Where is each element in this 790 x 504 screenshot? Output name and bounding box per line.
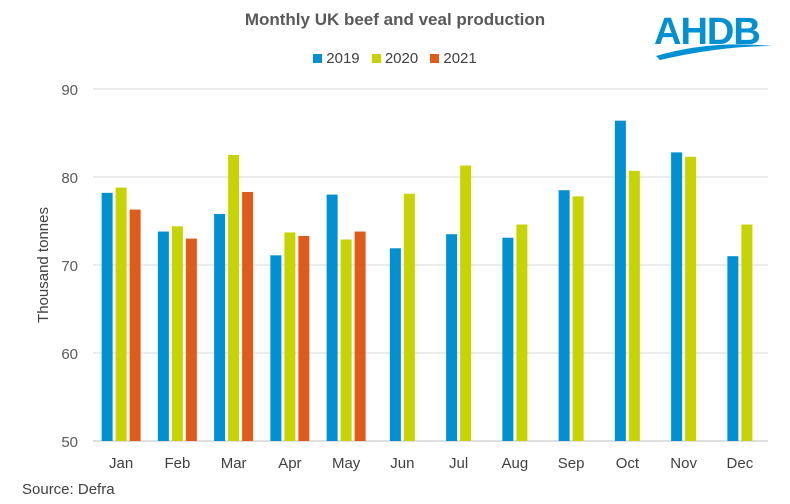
bar-2019-Jul (446, 234, 458, 441)
bar-2020-Feb (171, 226, 183, 441)
legend-item-2021: 2021 (430, 50, 477, 67)
ahdb-logo: AHDB (650, 6, 780, 66)
bar-2020-Dec (741, 224, 753, 441)
x-tick-label: Aug (502, 455, 529, 472)
bar-2021-Feb (185, 238, 197, 441)
y-tick-label: 50 (61, 434, 78, 451)
bar-2019-Nov (671, 152, 683, 442)
bar-2020-Oct (628, 170, 640, 441)
y-tick-label: 80 (61, 170, 78, 187)
x-tick-label: May (332, 455, 361, 472)
x-tick-label: Sep (558, 455, 585, 472)
bar-2020-Mar (228, 155, 240, 441)
y-tick-label: 60 (61, 346, 78, 363)
x-tick-label: Jun (390, 455, 414, 472)
y-tick-label: 90 (61, 82, 78, 99)
bar-2019-Oct (614, 120, 626, 442)
bar-2020-Nov (685, 156, 697, 441)
legend-label: 2021 (443, 50, 477, 67)
chart-title: Monthly UK beef and veal production (244, 10, 546, 29)
bar-2019-Dec (727, 256, 739, 441)
bar-2021-Mar (242, 191, 254, 441)
bar-2021-May (354, 231, 366, 441)
bar-2019-Jun (389, 248, 401, 441)
bar-2020-Jan (115, 187, 127, 441)
bar-2019-Feb (157, 231, 169, 441)
bar-2020-Apr (284, 232, 296, 441)
legend-item-2020: 2020 (371, 50, 419, 67)
legend: 2019 2020 2021 (0, 50, 790, 67)
x-tick-label: Dec (727, 455, 754, 472)
x-tick-label: Mar (221, 455, 247, 472)
legend-swatch (430, 54, 440, 63)
bar-2020-Sep (572, 196, 584, 441)
bar-2021-Jan (129, 209, 141, 441)
bar-2020-Jul (460, 165, 472, 441)
legend-swatch (313, 54, 323, 63)
x-tick-label: Apr (278, 455, 301, 472)
bar-2020-Aug (516, 224, 528, 441)
legend-label: 2020 (384, 50, 419, 67)
bar-2019-Jan (101, 192, 113, 441)
bar-2019-Apr (270, 255, 282, 441)
source-note: Source: Defra (22, 481, 115, 498)
x-tick-label: Jan (109, 455, 133, 472)
bar-2021-Apr (298, 235, 310, 441)
legend-item-2019: 2019 (313, 50, 360, 67)
x-tick-label: Oct (616, 455, 640, 472)
legend-label: 2019 (326, 50, 360, 67)
y-tick-label: 70 (61, 258, 78, 275)
bar-2020-May (340, 239, 352, 441)
bar-2020-Jun (403, 193, 415, 441)
bar-2019-Mar (214, 213, 226, 441)
bar-2019-Sep (558, 190, 570, 441)
x-tick-label: Feb (164, 455, 190, 472)
y-axis-label: Thousand tonnes (35, 207, 52, 323)
bar-2019-Aug (502, 237, 514, 441)
x-tick-label: Nov (670, 455, 697, 472)
bar-2019-May (326, 194, 338, 441)
x-tick-label: Jul (449, 455, 468, 472)
legend-swatch (371, 54, 381, 63)
